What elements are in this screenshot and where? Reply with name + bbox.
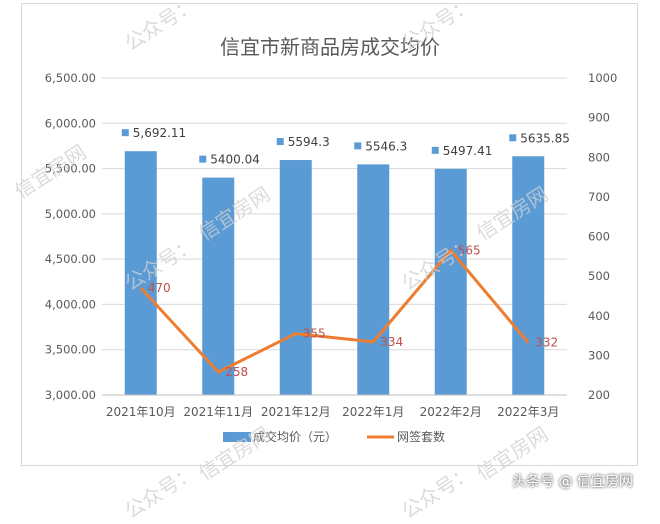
right-tick-label: 700 (588, 190, 610, 204)
bar-data-label: 5546.3 (365, 139, 407, 153)
left-tick-label: 4,000.00 (45, 297, 96, 311)
bar-data-label: 5400.04 (210, 153, 260, 167)
bar-label-marker (354, 142, 362, 150)
x-tick-label: 2022年3月 (497, 405, 559, 419)
right-tick-label: 200 (588, 388, 610, 402)
line-data-label: 332 (535, 336, 558, 350)
right-tick-label: 400 (588, 309, 610, 323)
x-tick-label: 2022年2月 (420, 405, 482, 419)
line-data-label: 258 (225, 365, 248, 379)
left-tick-label: 5,000.00 (45, 207, 96, 221)
right-tick-label: 600 (588, 230, 610, 244)
chart-svg: 信宜市新商品房成交均价 3,000.00 3,500.00 4,000.00 4,500… (45, 35, 618, 444)
bar (124, 151, 157, 395)
line-data-label: 470 (148, 281, 171, 295)
x-tick-label: 2021年11月 (183, 405, 253, 419)
right-tick-label: 1000 (588, 71, 617, 85)
legend-swatch-bar (223, 432, 251, 442)
bar-label-marker (121, 129, 129, 137)
right-tick-label: 300 (588, 348, 610, 362)
bar (357, 164, 390, 395)
left-tick-label: 4,500.00 (45, 252, 96, 266)
bar-label-marker (509, 134, 517, 142)
legend-label-bar: 成交均价（元） (253, 429, 337, 444)
bar (512, 156, 545, 395)
left-tick-label: 5,500.00 (45, 162, 96, 176)
line-series (139, 248, 530, 374)
bar-label-marker (276, 138, 284, 146)
left-tick-label: 6,000.00 (45, 116, 96, 130)
bar-data-label: 5,692.11 (133, 126, 186, 140)
line-data-label: 565 (458, 243, 481, 257)
bar-label-marker (199, 155, 207, 163)
legend-label-line: 网签套数 (397, 429, 445, 444)
bar (279, 160, 312, 395)
line-data-label: 334 (380, 335, 403, 349)
bar-data-label: 5497.41 (443, 144, 493, 158)
x-tick-label: 2022年1月 (342, 405, 404, 419)
x-tick-label: 2021年12月 (261, 405, 331, 419)
source-credit: 头条号 @ 信宜房网 (512, 474, 633, 490)
chart-frame: 信宜市新商品房成交均价 3,000.00 3,500.00 4,000.00 4,500… (21, 3, 638, 466)
bar-label-marker (431, 146, 439, 154)
bar-data-label: 5635.85 (520, 131, 570, 145)
x-tick-label: 2021年10月 (106, 405, 176, 419)
bar-data-label: 5594.3 (288, 135, 330, 149)
line-data-label: 355 (303, 327, 326, 341)
bar (434, 168, 467, 395)
right-tick-label: 800 (588, 150, 610, 164)
chart-title: 信宜市新商品房成交均价 (220, 35, 440, 59)
right-tick-label: 900 (588, 111, 610, 125)
right-tick-label: 500 (588, 269, 610, 283)
left-tick-label: 3,000.00 (45, 388, 96, 402)
left-tick-label: 6,500.00 (45, 71, 96, 85)
left-tick-label: 3,500.00 (45, 343, 96, 357)
